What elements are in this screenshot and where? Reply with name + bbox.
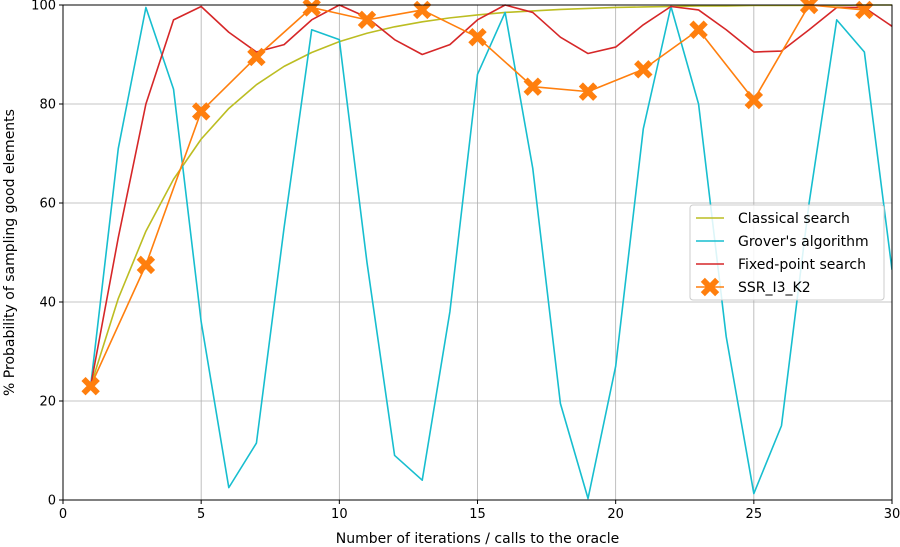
y-tick-label: 20 <box>39 395 56 410</box>
legend-item-classical-search: Classical search <box>696 211 850 227</box>
y-tick-label: 60 <box>39 197 56 212</box>
data-point <box>855 0 874 20</box>
series-grover-s-algorithm <box>89 5 892 500</box>
legend: Classical search Grover's algorithm Fixed-… <box>689 204 885 301</box>
series-classical-search <box>89 4 892 387</box>
legend-item-ssr-i3-k2: SSR_I3_K2 <box>696 277 811 297</box>
series-line-fixed-point-search <box>89 4 892 387</box>
x-tick-label: 10 <box>331 507 348 522</box>
x-tick-label: 30 <box>884 507 900 522</box>
x-tick-label: 0 <box>59 507 67 522</box>
data-point <box>634 60 653 79</box>
legend-item-grover-s-algorithm: Grover's algorithm <box>696 234 869 250</box>
legend-label: SSR_I3_K2 <box>738 280 811 296</box>
series-fixed-point-search <box>89 4 892 387</box>
data-point <box>247 47 266 67</box>
series-ssr-i3-k2 <box>81 0 874 396</box>
y-axis-label: % Probability of sampling good elements <box>2 109 18 396</box>
y-tick-label: 40 <box>39 296 56 311</box>
series-line-grover-s-algorithm <box>89 5 892 500</box>
x-tick-label: 20 <box>607 507 624 522</box>
y-tick-label: 0 <box>48 494 56 509</box>
data-point <box>578 82 598 101</box>
legend-label: Classical search <box>738 211 850 227</box>
data-point <box>357 10 377 30</box>
data-point <box>413 0 432 20</box>
y-tick-label: 100 <box>31 0 56 14</box>
data-point <box>689 20 708 39</box>
x-axis-label: Number of iterations / calls to the orac… <box>336 531 620 547</box>
data-point <box>744 90 764 110</box>
legend-marker <box>700 277 720 297</box>
series-line-classical-search <box>89 4 892 387</box>
data-point <box>302 0 321 17</box>
data-point <box>523 77 542 96</box>
legend-label: Fixed-point search <box>738 257 866 273</box>
data-point <box>191 102 211 121</box>
data-point <box>468 27 487 47</box>
legend-item-fixed-point-search: Fixed-point search <box>696 257 866 273</box>
data-point <box>81 376 100 396</box>
legend-box <box>689 204 885 301</box>
y-tick-label: 80 <box>39 98 56 113</box>
data-point <box>136 255 156 275</box>
x-tick-label: 15 <box>469 507 486 522</box>
legend-label: Grover's algorithm <box>738 234 869 250</box>
data-point <box>799 0 819 15</box>
x-tick-label: 5 <box>197 507 205 522</box>
x-tick-label: 25 <box>746 507 763 522</box>
ticks: 0 5 10 15 20 25 30 0 20 40 60 80 100 <box>31 0 900 522</box>
